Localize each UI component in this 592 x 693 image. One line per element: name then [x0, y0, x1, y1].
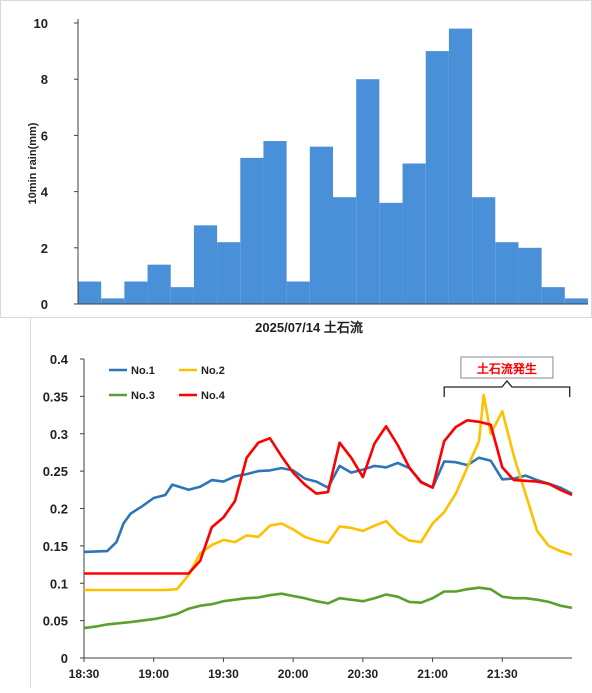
- rain-bar: [240, 157, 264, 304]
- rain-bar: [193, 225, 218, 304]
- rain-bar: [124, 281, 148, 304]
- series-line-no3: [83, 586, 573, 630]
- rain-bar: [333, 197, 357, 304]
- rain-bar: [472, 197, 496, 304]
- y-axis-label: 10min rain(mm): [27, 122, 39, 204]
- rain-bar: [541, 287, 565, 304]
- x-tick-label: 21:30: [487, 667, 518, 681]
- rain-bar: [78, 281, 102, 304]
- rain-bar: [356, 79, 380, 304]
- y-tick-label: 0.15: [43, 539, 68, 554]
- rain-bar: [495, 242, 519, 304]
- rain-bar: [263, 141, 287, 304]
- displacement-line-chart: 2025/07/14 土石流 0 0.05 0.1 0.15 0.2 0.25 0.3 0.3…: [43, 320, 573, 681]
- y-tick-label: 0.25: [43, 464, 68, 479]
- x-tick-label: 19:00: [138, 667, 169, 681]
- rain-bar: [425, 51, 449, 304]
- legend-label: No.4: [201, 390, 226, 402]
- x-tick-label: 21:00: [417, 667, 448, 681]
- rain-bar: [518, 247, 542, 304]
- legend-label: No.1: [131, 365, 155, 377]
- x-tick-label: 20:30: [348, 667, 379, 681]
- y-tick-label: 0.35: [43, 389, 68, 404]
- event-bracket: [443, 379, 571, 397]
- y-tick-label: 0.4: [50, 352, 69, 367]
- legend-label: No.2: [201, 365, 225, 377]
- y-tick-label: 0: [41, 297, 48, 312]
- y-tick-label: 10: [34, 16, 48, 31]
- y-tick-label: 0.1: [50, 576, 68, 591]
- series-line-no2: [84, 393, 573, 592]
- rain-chart-panel: 0 2 4 6 8 10 10min rain(mm): [0, 0, 592, 318]
- y-tick-label: 4: [41, 185, 49, 200]
- rain-bar-chart: 0 2 4 6 8 10 10min rain(mm): [27, 16, 588, 312]
- x-tick-label: 18:30: [69, 667, 100, 681]
- chart-title: 2025/07/14 土石流: [255, 320, 363, 335]
- rain-bar: [379, 202, 403, 304]
- rain-bar: [217, 242, 241, 304]
- rain-bar: [564, 298, 588, 304]
- event-label-box: [460, 356, 554, 379]
- rain-bar: [309, 146, 333, 304]
- x-tick-label: 20:00: [278, 667, 309, 681]
- rain-bar: [402, 163, 426, 304]
- event-label: 土石流発生: [477, 361, 537, 376]
- rain-bar: [101, 298, 125, 304]
- displacement-chart-panel: 2025/07/14 土石流 0 0.05 0.1 0.15 0.2 0.25 0.3 0.3…: [30, 318, 592, 688]
- legend-label: No.3: [131, 390, 155, 402]
- x-tick-label: 19:30: [208, 667, 239, 681]
- y-tick-label: 0.3: [50, 427, 68, 442]
- rain-bar: [286, 281, 310, 304]
- y-tick-label: 8: [41, 72, 48, 87]
- y-tick-label: 0.2: [50, 502, 68, 517]
- rain-bar: [147, 264, 171, 304]
- y-tick-label: 0.05: [43, 614, 68, 629]
- y-tick-label: 2: [41, 241, 48, 256]
- series-line-no1: [83, 456, 573, 554]
- rain-bar: [170, 287, 194, 304]
- y-tick-label: 6: [41, 128, 48, 143]
- y-tick-label: 0: [61, 651, 68, 666]
- rain-bar: [448, 28, 473, 305]
- series-line-no4: [84, 419, 573, 575]
